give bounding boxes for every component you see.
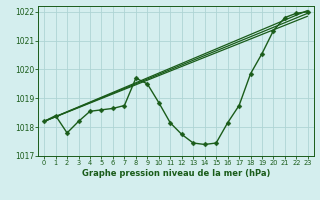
X-axis label: Graphe pression niveau de la mer (hPa): Graphe pression niveau de la mer (hPa) (82, 169, 270, 178)
